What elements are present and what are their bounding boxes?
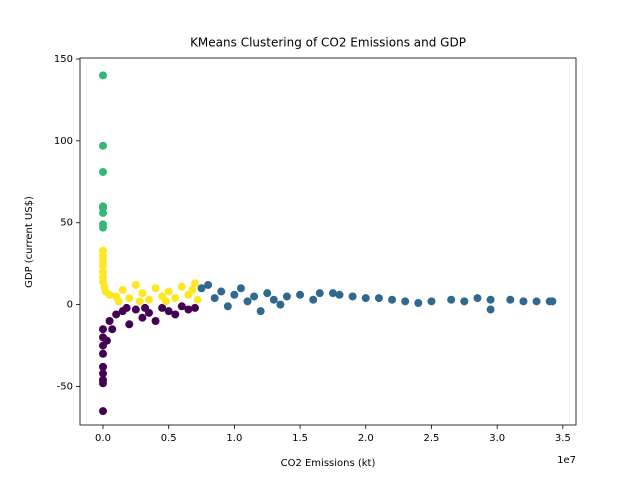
point — [162, 297, 171, 306]
point — [276, 300, 285, 309]
x-tick-label: 3.0 — [489, 433, 505, 444]
point — [98, 223, 107, 232]
point — [269, 295, 278, 304]
plot-frame — [79, 57, 577, 426]
point — [171, 294, 180, 303]
y-tick-label: 150 — [54, 54, 73, 65]
x-tick-label: 3.5 — [555, 433, 571, 444]
point — [388, 295, 397, 304]
point — [250, 292, 259, 301]
x-tick-label: 0.5 — [161, 433, 177, 444]
point — [263, 289, 272, 298]
y-tick-label: 50 — [60, 218, 73, 229]
point — [141, 303, 150, 312]
point — [486, 305, 495, 314]
point — [135, 297, 144, 306]
point — [361, 294, 370, 303]
point — [164, 287, 173, 296]
point — [374, 294, 383, 303]
chart-title: KMeans Clustering of CO2 Emissions and G… — [190, 36, 466, 50]
point — [506, 295, 515, 304]
point — [98, 261, 107, 270]
point — [164, 307, 173, 316]
point — [414, 298, 423, 307]
point — [315, 289, 324, 298]
point — [190, 303, 199, 312]
point — [131, 305, 140, 314]
point — [328, 289, 337, 298]
point — [98, 349, 107, 358]
point — [177, 302, 186, 311]
x-tick-label: 2.0 — [358, 433, 374, 444]
y-tick-label: -50 — [57, 382, 73, 393]
x-tick-label: 1.5 — [292, 433, 308, 444]
point — [98, 71, 107, 80]
point — [112, 310, 121, 319]
point — [236, 284, 245, 293]
point — [401, 297, 410, 306]
x-axis-label: CO2 Emissions (kt) — [281, 458, 376, 469]
y-tick-label: 100 — [54, 136, 73, 147]
point — [184, 305, 193, 314]
point — [473, 294, 482, 303]
point — [532, 297, 541, 306]
point — [210, 294, 219, 303]
point — [151, 284, 160, 293]
point — [309, 295, 318, 304]
point — [348, 292, 357, 301]
point — [158, 303, 167, 312]
point — [486, 295, 495, 304]
point — [230, 290, 239, 299]
point — [188, 285, 197, 294]
point — [447, 295, 456, 304]
point — [108, 325, 117, 334]
x-tick-label: 1.0 — [226, 433, 242, 444]
point — [177, 282, 186, 291]
point — [197, 284, 206, 293]
point — [519, 297, 528, 306]
point — [243, 297, 252, 306]
point — [98, 141, 107, 150]
point — [427, 297, 436, 306]
point — [204, 280, 213, 289]
point — [105, 317, 114, 326]
point — [125, 294, 134, 303]
point — [98, 167, 107, 176]
point — [256, 307, 265, 316]
point — [138, 313, 147, 322]
point — [190, 279, 199, 288]
y-tick-label: 0 — [67, 300, 73, 311]
point — [114, 297, 123, 306]
point — [193, 295, 202, 304]
point — [131, 280, 140, 289]
point — [105, 290, 114, 299]
point — [98, 407, 107, 416]
point — [335, 290, 344, 299]
point — [460, 297, 469, 306]
point — [98, 208, 107, 217]
point — [223, 302, 232, 311]
x-tick-label: 2.5 — [424, 433, 440, 444]
point — [296, 290, 305, 299]
point — [118, 285, 127, 294]
x-offset-label: 1e7 — [557, 455, 576, 466]
point — [138, 289, 147, 298]
x-tick-label: 0.0 — [95, 433, 111, 444]
point — [98, 375, 107, 384]
point — [102, 336, 111, 345]
point — [125, 320, 134, 329]
point — [217, 287, 226, 296]
y-axis-label: GDP (current US$) — [24, 196, 35, 288]
point — [151, 317, 160, 326]
point — [548, 297, 557, 306]
point — [282, 292, 291, 301]
point — [98, 325, 107, 334]
point — [122, 303, 131, 312]
point — [171, 310, 180, 319]
point — [98, 369, 107, 378]
point — [144, 295, 153, 304]
point — [98, 362, 107, 371]
